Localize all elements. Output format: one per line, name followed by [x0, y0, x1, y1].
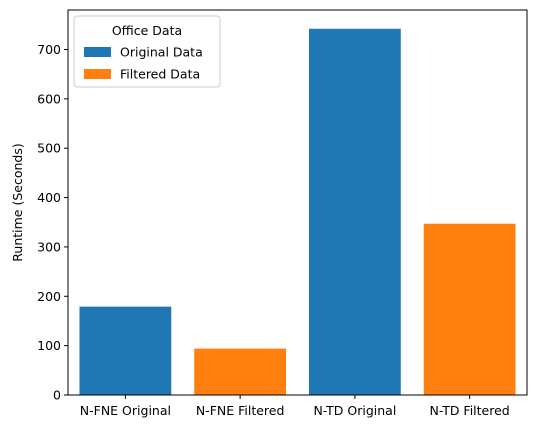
legend-title: Office Data	[112, 23, 182, 38]
bar-n-td-filtered	[423, 223, 516, 395]
x-axis-ticks: N-FNE Original N-FNE Filtered N-TD Origina…	[80, 395, 510, 418]
bar-n-fne-filtered	[194, 348, 287, 395]
y-axis-label: Runtime (Seconds)	[10, 143, 25, 261]
y-tick-label: 100	[37, 338, 61, 353]
y-tick-label: 200	[37, 289, 61, 304]
legend-entries: Original Data Filtered Data	[84, 45, 203, 82]
y-tick-label: 300	[37, 239, 61, 254]
y-tick-label: 700	[37, 42, 61, 57]
legend-label: Original Data	[120, 45, 203, 60]
x-tick-label: N-TD Original	[313, 403, 396, 418]
legend-label: Filtered Data	[120, 67, 200, 82]
y-tick-label: 0	[53, 388, 61, 403]
legend-swatch	[84, 47, 111, 57]
legend-swatch	[84, 69, 111, 79]
y-tick-label: 400	[37, 190, 61, 205]
bar-n-td-original	[308, 28, 401, 396]
y-tick-label: 600	[37, 91, 61, 106]
plot-frame	[67, 9, 528, 396]
y-axis-ticks: 0 100 200 300 400 500 600 700	[37, 42, 68, 403]
bars	[79, 28, 516, 396]
legend: Office Data Original Data Filtered Data	[73, 15, 221, 88]
x-tick-label: N-TD Filtered	[429, 403, 509, 418]
y-tick-label: 500	[37, 141, 61, 156]
x-tick-label: N-FNE Filtered	[196, 403, 285, 418]
bar-n-fne-original	[79, 306, 172, 395]
x-tick-label: N-FNE Original	[80, 403, 171, 418]
